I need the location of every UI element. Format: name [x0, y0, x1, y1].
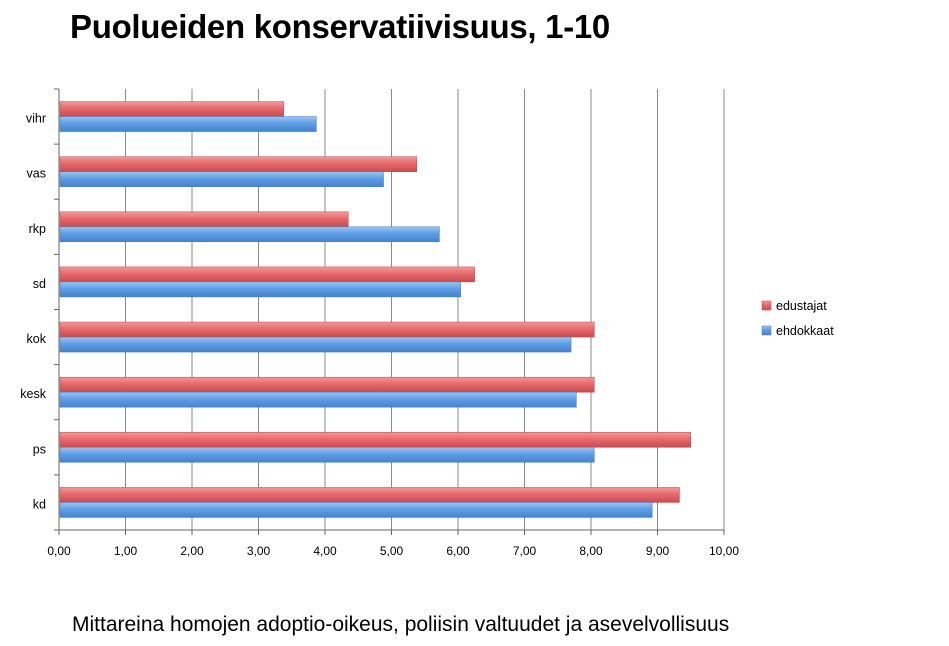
x-tick-label: 4,00	[313, 544, 337, 558]
legend-label-edustajat: edustajat	[776, 299, 827, 313]
x-tick-label: 8,00	[579, 544, 603, 558]
x-tick-label: 2,00	[180, 544, 204, 558]
x-tick-label: 0,00	[47, 544, 71, 558]
legend-swatch-edustajat	[761, 300, 772, 311]
category-label: rkp	[29, 222, 46, 236]
x-tick-label: 10,00	[709, 544, 739, 558]
legend-label-ehdokkaat: ehdokkaat	[776, 324, 834, 338]
category-label: kok	[27, 332, 47, 346]
bar-edustajat-vas	[59, 156, 418, 172]
bar-ehdokkaat-vihr	[59, 116, 317, 132]
gridlines	[125, 89, 725, 530]
bar-edustajat-kesk	[59, 376, 595, 393]
category-label: sd	[33, 277, 46, 291]
chart-caption: Mittareina homojen adoptio-oikeus, polii…	[72, 613, 730, 636]
bar-edustajat-vihr	[59, 101, 285, 117]
x-tick-label: 1,00	[114, 544, 138, 558]
x-tick-label: 3,00	[247, 544, 271, 558]
bar-edustajat-kd	[59, 487, 680, 503]
axes	[54, 88, 725, 535]
x-tick-label: 9,00	[646, 544, 670, 558]
x-tick-labels: 0,00 1,00 2,00 3,00 4,00 5,00 6,00 7,00 8,00 9,00…	[47, 544, 739, 558]
bar-edustajat-ps	[59, 432, 691, 448]
category-label: ps	[33, 442, 46, 456]
category-label: kesk	[20, 387, 46, 401]
bar-ehdokkaat-rkp	[59, 226, 440, 243]
category-label: vihr	[26, 112, 46, 126]
bar-ehdokkaat-vas	[59, 171, 384, 187]
chart-title: Puolueiden konservatiivisuus, 1-10	[70, 8, 610, 45]
bar-edustajat-kok	[59, 321, 595, 338]
category-label: vas	[27, 167, 46, 181]
x-tick-label: 5,00	[380, 544, 404, 558]
bar-edustajat-rkp	[59, 211, 349, 228]
bars	[59, 101, 691, 518]
bar-ehdokkaat-sd	[59, 281, 461, 298]
legend-swatch-ehdokkaat	[761, 325, 772, 336]
legend: edustajat ehdokkaat	[761, 299, 834, 338]
bar-ehdokkaat-ps	[59, 447, 595, 463]
bar-ehdokkaat-kok	[59, 336, 572, 353]
bar-edustajat-sd	[59, 266, 475, 283]
x-tick-label: 6,00	[446, 544, 470, 558]
category-label: kd	[33, 497, 46, 511]
bar-ehdokkaat-kesk	[59, 391, 577, 408]
x-tick-label: 7,00	[513, 544, 537, 558]
bar-ehdokkaat-kd	[59, 502, 653, 518]
category-labels: vihr vas rkp sd kok kesk ps kd	[20, 112, 46, 512]
